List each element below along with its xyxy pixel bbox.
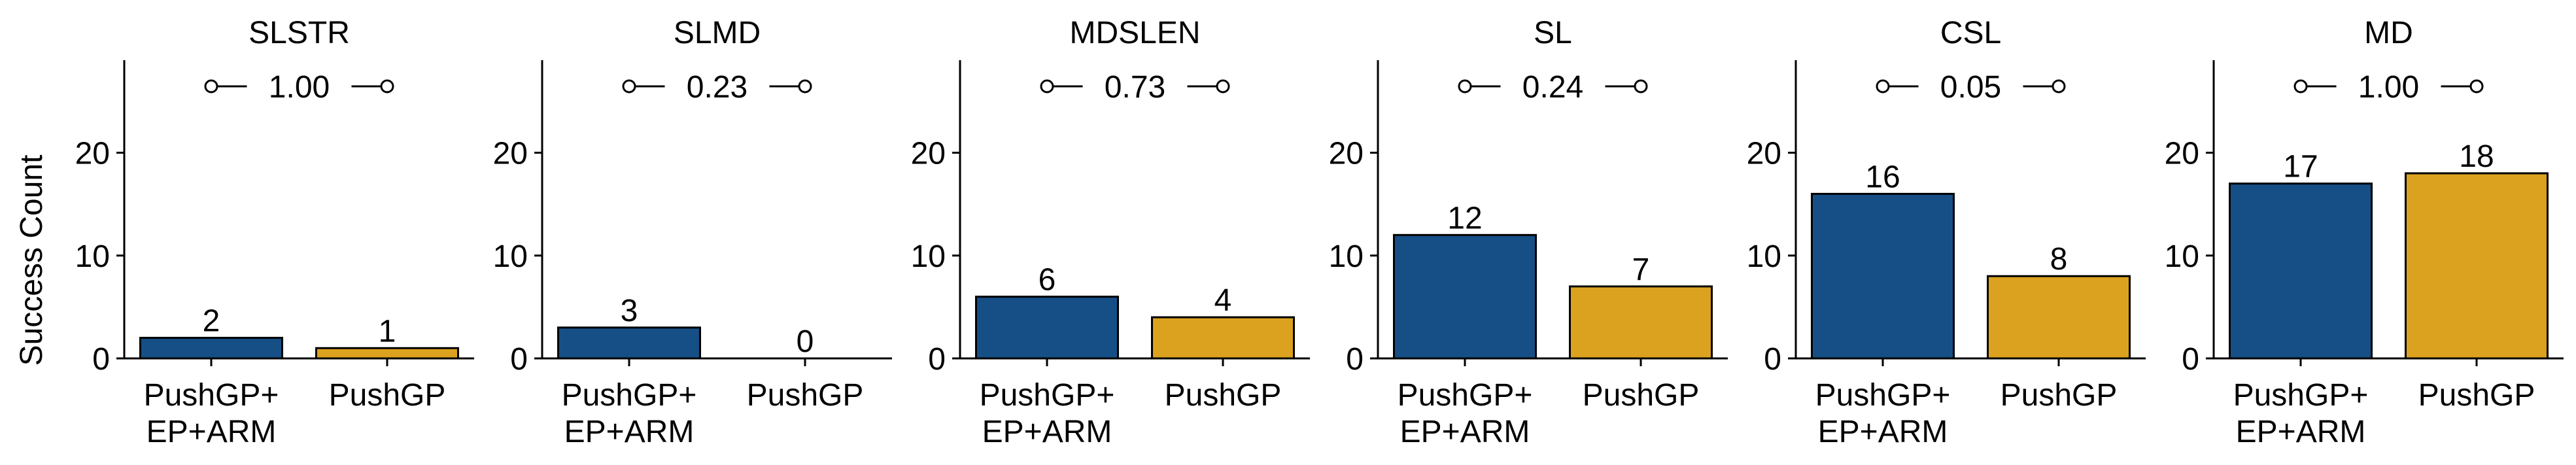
y-tick-label: 20 (911, 137, 946, 171)
x-tick-label: PushGP+ EP+ARM (1398, 378, 1533, 449)
x-tick-label: PushGP (2001, 378, 2118, 413)
bracket-end-marker (2052, 79, 2066, 94)
bar-value-label: 7 (1632, 252, 1650, 287)
panel-md: MD 17 PushGP+ EP+ARM 18 PushGP 0 10 20 1.00 (2165, 16, 2564, 449)
y-tick-label: 20 (75, 137, 110, 171)
bar-pushgp-ep-arm (1811, 192, 1955, 360)
y-tick-label: 10 (75, 239, 110, 274)
y-axis-label: Success Count (14, 155, 49, 366)
bar-value-label: 4 (1214, 283, 1232, 318)
bar-value-label: 2 (203, 304, 220, 339)
panel-title: CSL (1940, 16, 2001, 50)
y-tick-label: 10 (1747, 239, 1781, 274)
bar-value-label: 3 (621, 294, 638, 328)
bar-value-label: 6 (1039, 263, 1056, 298)
bracket-end-marker (1040, 79, 1054, 94)
bar-pushgp (1151, 316, 1295, 360)
panel-mdslen: MDSLEN 6 PushGP+ EP+ARM 4 PushGP 0 10 20 0.73 (911, 16, 1310, 449)
bracket-end-marker (204, 79, 218, 94)
bracket-end-marker (2293, 79, 2308, 94)
panel-title: MD (2364, 16, 2413, 50)
bar-pushgp (2405, 172, 2549, 360)
bar-value-label: 17 (2283, 150, 2318, 184)
x-tick-label: PushGP (2418, 378, 2535, 413)
bar-value-label: 0 (797, 324, 814, 359)
bar-pushgp-ep-arm (975, 296, 1119, 360)
y-tick-label: 10 (911, 239, 946, 274)
panel-title: SLMD (674, 16, 761, 50)
bar-value-label: 8 (2050, 242, 2068, 277)
panel-sl: SL 12 PushGP+ EP+ARM 7 PushGP 0 10 20 0.24 (1329, 16, 1728, 449)
y-tick-label: 0 (1764, 342, 1781, 377)
x-tick-label: PushGP (1583, 378, 1700, 413)
bar-pushgp (1569, 285, 1713, 360)
panel-title: MDSLEN (1069, 16, 1200, 50)
panel-title: SLSTR (249, 16, 350, 50)
y-tick-label: 0 (510, 342, 528, 377)
bar-value-label: 12 (1447, 201, 1482, 235)
y-tick-label: 10 (1329, 239, 1364, 274)
bar-value-label: 16 (1865, 160, 1900, 194)
bracket-end-marker (622, 79, 636, 94)
panel-slmd: SLMD 3 PushGP+ EP+ARM 0 PushGP 0 10 20 0.23 (493, 16, 892, 449)
p-value-label: 1.00 (269, 70, 330, 105)
bracket-end-marker (1458, 79, 1472, 94)
x-tick-label: PushGP (1165, 378, 1282, 413)
bracket-end-marker (1216, 79, 1230, 94)
bar-pushgp-ep-arm (557, 326, 701, 360)
bar-pushgp-ep-arm (2229, 182, 2373, 360)
p-value-label: 1.00 (2358, 70, 2419, 105)
y-tick-label: 10 (2165, 239, 2199, 274)
bracket-end-marker (380, 79, 394, 94)
bar-value-label: 18 (2459, 139, 2494, 174)
p-value-label: 0.23 (687, 70, 747, 105)
bar-pushgp-ep-arm (139, 337, 283, 360)
p-value-label: 0.24 (1522, 70, 1583, 105)
x-tick-label: PushGP+ EP+ARM (2233, 378, 2369, 449)
x-tick-label: PushGP (329, 378, 446, 413)
p-value-label: 0.73 (1105, 70, 1165, 105)
y-tick-label: 0 (92, 342, 110, 377)
bracket-end-marker (1876, 79, 1890, 94)
y-tick-label: 0 (928, 342, 946, 377)
y-tick-label: 20 (1747, 137, 1781, 171)
bracket-end-marker (2469, 79, 2484, 94)
x-tick-label: PushGP+ EP+ARM (562, 378, 697, 449)
y-tick-label: 20 (493, 137, 528, 171)
x-tick-label: PushGP+ EP+ARM (1815, 378, 1951, 449)
bar-value-label: 1 (379, 314, 396, 349)
bar-pushgp (1987, 275, 2131, 360)
bar-pushgp-ep-arm (1393, 233, 1537, 360)
bracket-end-marker (1634, 79, 1648, 94)
p-value-label: 0.05 (1940, 70, 2001, 105)
y-tick-label: 20 (2165, 137, 2199, 171)
y-tick-label: 10 (493, 239, 528, 274)
y-tick-label: 0 (2182, 342, 2199, 377)
x-tick-label: PushGP (747, 378, 864, 413)
bar-pushgp (315, 347, 459, 360)
bracket-end-marker (798, 79, 812, 94)
panel-csl: CSL 16 PushGP+ EP+ARM 8 PushGP 0 10 20 0.05 (1747, 16, 2146, 449)
y-tick-label: 20 (1329, 137, 1364, 171)
y-tick-label: 0 (1346, 342, 1364, 377)
panel-title: SL (1534, 16, 1572, 50)
x-tick-label: PushGP+ EP+ARM (980, 378, 1115, 449)
x-tick-label: PushGP+ EP+ARM (144, 378, 279, 449)
panel-slstr: SLSTR 2 PushGP+ EP+ARM 1 PushGP 0 10 20 1.00 (75, 16, 474, 449)
